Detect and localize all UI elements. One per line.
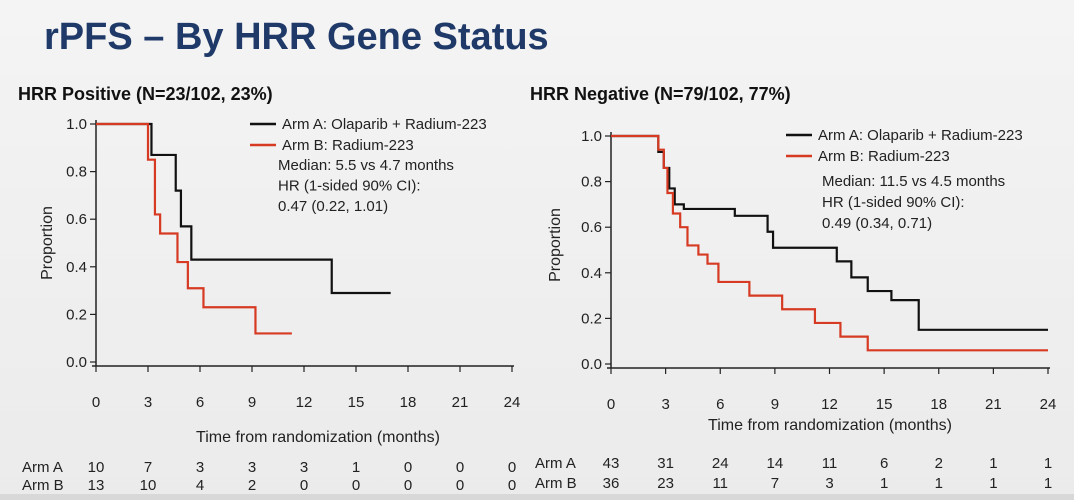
y-tick-label: 0.0 bbox=[66, 354, 87, 371]
risk-value: 3 bbox=[248, 459, 256, 476]
slide-title: rPFS – By HRR Gene Status bbox=[44, 16, 549, 58]
risk-row-label: Arm B bbox=[535, 475, 577, 492]
legend-label: Arm A: Olaparib + Radium-223 bbox=[818, 127, 1023, 144]
y-tick-label: 1.0 bbox=[66, 116, 87, 133]
risk-value: 0 bbox=[508, 459, 516, 476]
risk-value: 1 bbox=[935, 475, 943, 492]
x-tick-label: 9 bbox=[771, 396, 779, 413]
y-tick-label: 0.2 bbox=[581, 310, 602, 327]
risk-value: 1 bbox=[989, 475, 997, 492]
risk-value: 23 bbox=[657, 475, 674, 492]
annotation-text: 0.47 (0.22, 1.01) bbox=[278, 198, 388, 215]
x-tick-label: 12 bbox=[821, 396, 838, 413]
risk-value: 0 bbox=[456, 477, 464, 494]
annotation-text: Median: 5.5 vs 4.7 months bbox=[278, 157, 454, 174]
risk-value: 3 bbox=[196, 459, 204, 476]
annotation-text: HR (1-sided 90% CI): bbox=[822, 194, 965, 211]
y-tick-label: 0.8 bbox=[66, 164, 87, 181]
x-tick-label: 24 bbox=[1040, 396, 1057, 413]
y-axis-label: Proportion bbox=[39, 206, 56, 280]
risk-row-label: Arm A bbox=[22, 459, 63, 476]
risk-value: 43 bbox=[603, 455, 620, 472]
y-tick-label: 0.0 bbox=[581, 356, 602, 373]
risk-value: 0 bbox=[404, 477, 412, 494]
x-tick-label: 0 bbox=[607, 396, 615, 413]
risk-value: 10 bbox=[88, 459, 105, 476]
x-tick-label: 3 bbox=[144, 394, 152, 411]
x-tick-label: 6 bbox=[196, 394, 204, 411]
risk-value: 1 bbox=[352, 459, 360, 476]
x-tick-label: 12 bbox=[296, 394, 313, 411]
risk-row-label: Arm A bbox=[535, 455, 576, 472]
x-axis-label: Time from randomization (months) bbox=[708, 417, 952, 434]
legend-label: Arm B: Radium-223 bbox=[818, 148, 950, 165]
x-tick-label: 21 bbox=[452, 394, 469, 411]
risk-value: 11 bbox=[712, 475, 728, 492]
risk-value: 0 bbox=[508, 477, 516, 494]
risk-value: 31 bbox=[657, 455, 674, 472]
risk-value: 1 bbox=[989, 455, 997, 472]
legend-label: Arm B: Radium-223 bbox=[282, 137, 414, 154]
risk-value: 1 bbox=[880, 475, 888, 492]
risk-value: 36 bbox=[603, 475, 620, 492]
risk-value: 0 bbox=[404, 459, 412, 476]
footnote-bar bbox=[0, 494, 1074, 500]
risk-value: 13 bbox=[88, 477, 105, 494]
series-line-arm-b bbox=[96, 122, 292, 335]
risk-value: 1 bbox=[1044, 455, 1052, 472]
y-axis-label: Proportion bbox=[547, 208, 564, 282]
risk-value: 6 bbox=[880, 455, 888, 472]
x-tick-label: 15 bbox=[876, 396, 893, 413]
annotation-text: 0.49 (0.34, 0.71) bbox=[822, 215, 932, 232]
x-tick-label: 21 bbox=[985, 396, 1002, 413]
risk-value: 11 bbox=[822, 455, 838, 472]
risk-value: 7 bbox=[144, 459, 152, 476]
y-tick-label: 0.4 bbox=[581, 265, 602, 282]
x-tick-label: 9 bbox=[248, 394, 256, 411]
risk-value: 1 bbox=[1044, 475, 1052, 492]
risk-value: 24 bbox=[712, 455, 729, 472]
risk-value: 4 bbox=[196, 477, 204, 494]
annotation-text: Median: 11.5 vs 4.5 months bbox=[822, 173, 1005, 190]
series-line-arm-b bbox=[611, 134, 1048, 352]
y-tick-label: 0.6 bbox=[581, 219, 602, 236]
x-axis-label: Time from randomization (months) bbox=[196, 429, 440, 446]
series-line-arm-a bbox=[611, 134, 1048, 331]
y-tick-label: 0.2 bbox=[66, 306, 87, 323]
risk-row-label: Arm B bbox=[22, 477, 64, 494]
legend-label: Arm A: Olaparib + Radium-223 bbox=[282, 116, 487, 133]
risk-value: 3 bbox=[825, 475, 833, 492]
x-tick-label: 3 bbox=[661, 396, 669, 413]
x-tick-label: 18 bbox=[930, 396, 947, 413]
risk-value: 2 bbox=[935, 455, 943, 472]
x-tick-label: 24 bbox=[504, 394, 521, 411]
x-tick-label: 6 bbox=[716, 396, 724, 413]
y-tick-label: 0.8 bbox=[581, 174, 602, 191]
risk-value: 0 bbox=[300, 477, 308, 494]
risk-value: 7 bbox=[771, 475, 779, 492]
risk-value: 14 bbox=[767, 455, 784, 472]
panel-title-hrr-positive: HRR Positive (N=23/102, 23%) bbox=[18, 84, 273, 104]
risk-value: 2 bbox=[248, 477, 256, 494]
risk-value: 0 bbox=[456, 459, 464, 476]
risk-value: 10 bbox=[140, 477, 157, 494]
y-tick-label: 0.4 bbox=[66, 259, 87, 276]
series-line-arm-a bbox=[96, 122, 391, 295]
annotation-text: HR (1-sided 90% CI): bbox=[278, 178, 421, 195]
x-tick-label: 0 bbox=[92, 394, 100, 411]
y-tick-label: 0.6 bbox=[66, 211, 87, 228]
x-tick-label: 18 bbox=[400, 394, 417, 411]
x-tick-label: 15 bbox=[348, 394, 365, 411]
y-tick-label: 1.0 bbox=[581, 128, 602, 145]
risk-value: 0 bbox=[352, 477, 360, 494]
risk-value: 3 bbox=[300, 459, 308, 476]
panel-title-hrr-negative: HRR Negative (N=79/102, 77%) bbox=[530, 84, 791, 104]
